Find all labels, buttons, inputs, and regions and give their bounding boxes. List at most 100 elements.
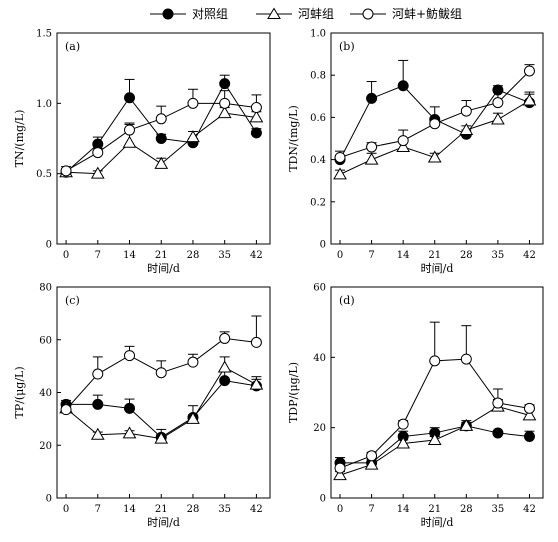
data-point (366, 141, 378, 153)
y-axis-label: TP/(μg/L) (13, 366, 26, 418)
data-point (334, 462, 346, 474)
plot-frame (56, 286, 271, 499)
x-axis-label: 时间/d (147, 262, 180, 275)
plot-frame (330, 32, 544, 245)
y-tick-label: 20 (313, 423, 326, 434)
data-point (187, 97, 199, 109)
data-point (60, 404, 72, 416)
x-axis-label: 时间/d (147, 516, 180, 529)
y-tick-label: 0 (46, 240, 52, 251)
data-point (492, 427, 504, 439)
panel-label: (c) (65, 294, 80, 307)
data-point (523, 402, 535, 414)
legend-label-mussel-fish: 河蚌+鲂鲅组 (392, 7, 462, 21)
data-point (219, 375, 231, 387)
data-point (155, 113, 167, 125)
data-point (219, 78, 231, 90)
y-tick-label: 1.0 (36, 99, 52, 110)
x-tick-label: 42 (523, 250, 536, 261)
data-point (397, 80, 409, 92)
y-tick-label: 40 (39, 388, 52, 399)
data-point (333, 167, 347, 180)
data-point (92, 147, 104, 159)
data-point (522, 408, 537, 421)
x-tick-label: 7 (95, 504, 101, 515)
x-tick-label: 14 (397, 504, 410, 515)
y-tick-label: 0 (320, 494, 326, 505)
x-tick-label: 7 (368, 504, 374, 515)
data-point (491, 112, 505, 125)
legend-item-control: 对照组 (150, 7, 228, 21)
plot-frame (330, 286, 544, 499)
x-tick-label: 42 (523, 504, 536, 515)
x-tick-label: 28 (460, 504, 473, 515)
data-point (364, 457, 379, 470)
legend-marker-open-circle (362, 8, 374, 20)
series-3 (60, 88, 262, 177)
x-tick-label: 0 (63, 504, 69, 515)
x-tick-label: 21 (428, 250, 441, 261)
y-tick-label: 0 (320, 240, 326, 251)
x-tick-label: 35 (218, 250, 231, 261)
data-point (124, 92, 136, 104)
data-point (186, 130, 200, 143)
panel-3: 0 7 14 21 28 35 42 0 20 40 60 80 (c) 时间/d TP/(μg/L) (13, 283, 271, 529)
series-line (66, 380, 257, 438)
data-point (429, 355, 441, 367)
panels: 0 7 14 21 28 35 42 0 0.5 1.0 1.5 (a) 时间/d TN/(mg/L) 0 7… (13, 29, 544, 529)
data-point (219, 97, 231, 109)
x-tick-label: 35 (492, 504, 505, 515)
x-tick-label: 14 (123, 504, 136, 515)
x-tick-label: 28 (187, 250, 200, 261)
y-tick-label: 0.2 (310, 197, 326, 208)
data-point (154, 431, 169, 444)
x-axis-label: 时间/d (421, 516, 454, 529)
x-tick-label: 0 (337, 250, 343, 261)
x-tick-label: 35 (492, 250, 505, 261)
data-point (366, 450, 378, 462)
y-tick-label: 60 (39, 335, 52, 346)
series-3 (334, 64, 535, 163)
data-point (92, 368, 104, 380)
data-point (90, 166, 105, 179)
data-point (427, 432, 442, 445)
x-tick-label: 28 (460, 250, 473, 261)
data-point (124, 350, 136, 362)
data-point (397, 135, 409, 147)
x-tick-label: 21 (428, 504, 441, 515)
x-tick-label: 0 (63, 250, 69, 261)
x-tick-label: 14 (397, 250, 410, 261)
data-point (249, 377, 264, 390)
data-point (60, 165, 72, 177)
data-point (429, 118, 441, 130)
series-3 (334, 321, 535, 474)
panel-label: (b) (339, 40, 355, 53)
x-tick-label: 0 (337, 504, 343, 515)
x-tick-label: 42 (250, 504, 263, 515)
y-axis-label: TN/(mg/L) (13, 110, 26, 168)
y-tick-label: 80 (39, 283, 52, 294)
data-point (90, 427, 105, 440)
data-point (217, 106, 232, 119)
data-point (396, 436, 411, 449)
y-tick-label: 1.5 (36, 29, 52, 40)
plot-frame (56, 32, 271, 245)
legend-item-mussel-fish: 河蚌+鲂鲅组 (350, 7, 462, 21)
series-2 (333, 399, 537, 481)
y-axis-label: TDN/(mg/L) (287, 105, 300, 172)
legend-label-control: 对照组 (192, 7, 228, 21)
data-point (250, 127, 262, 139)
y-tick-label: 40 (313, 353, 326, 364)
data-point (397, 418, 409, 430)
data-point (427, 150, 442, 163)
data-point (249, 110, 264, 123)
data-point (492, 397, 504, 409)
data-point (364, 152, 379, 165)
panel-1: 0 7 14 21 28 35 42 0 0.5 1.0 1.5 (a) 时间/d TN/(mg/L) (13, 29, 271, 275)
x-tick-label: 42 (250, 250, 263, 261)
legend: 对照组 河蚌组 河蚌+鲂鲅组 (150, 7, 462, 21)
legend-item-mussel: 河蚌组 (256, 7, 334, 21)
x-tick-label: 21 (155, 250, 168, 261)
data-point (459, 418, 474, 431)
y-tick-label: 0.5 (36, 169, 52, 180)
